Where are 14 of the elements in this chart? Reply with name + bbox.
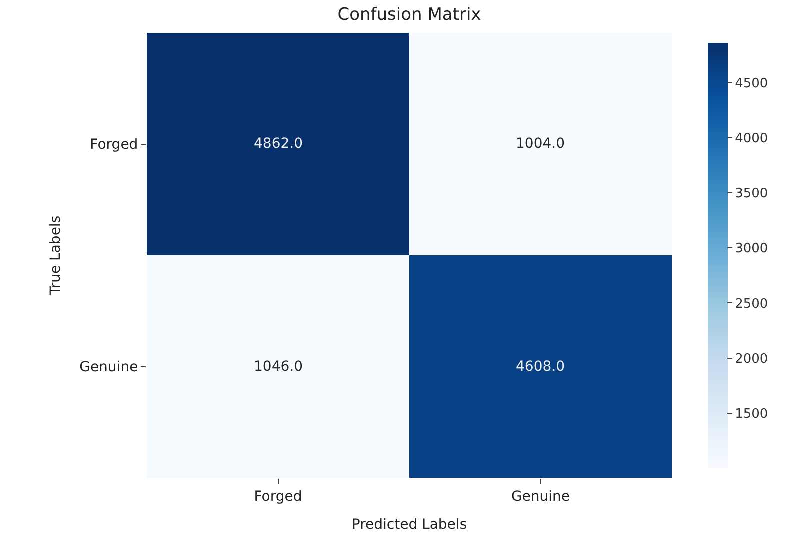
- y-axis-title: True Labels: [48, 216, 64, 296]
- data-label: 1004.0: [516, 136, 565, 152]
- color-bar-label: 3500: [735, 186, 768, 202]
- color-bar-label: 4500: [735, 76, 768, 92]
- color-bar-label: 3000: [735, 242, 768, 257]
- data-label: 1046.0: [254, 359, 303, 375]
- color-bar-label: 1500: [735, 406, 768, 422]
- data-label: 4862.0: [254, 136, 303, 152]
- chart-title: Confusion Matrix: [338, 4, 482, 25]
- data-label: 4608.0: [516, 359, 565, 375]
- x-axis-title: Predicted Labels: [352, 517, 468, 534]
- color-bar-label: 4000: [735, 132, 768, 147]
- color-bar-label: 2500: [735, 296, 768, 312]
- color-bar-label: 2000: [735, 352, 768, 367]
